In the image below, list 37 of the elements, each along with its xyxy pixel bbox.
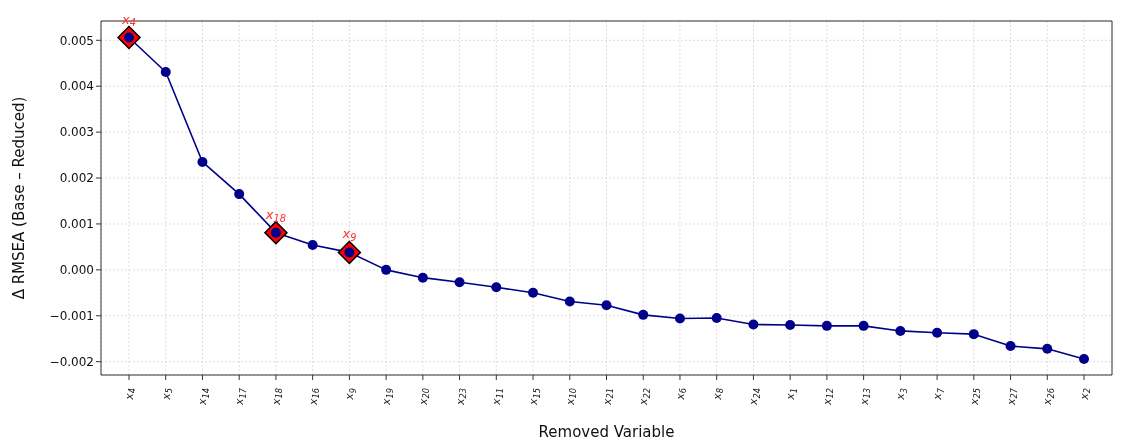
point (160, 66, 171, 77)
point (895, 325, 906, 336)
point (858, 320, 869, 331)
point (197, 156, 208, 167)
point (674, 313, 685, 324)
y-tick-label: 0.004 (59, 79, 94, 94)
point (711, 313, 722, 324)
point (785, 319, 796, 330)
y-tick-label: −0.002 (49, 354, 94, 369)
point (234, 189, 245, 200)
point (454, 277, 465, 288)
point (307, 240, 318, 251)
point (1005, 341, 1016, 352)
point (491, 282, 502, 293)
annotation: x$_{9}$ (341, 226, 357, 244)
y-tick-label: 0.001 (59, 217, 94, 232)
point (968, 329, 979, 340)
y-tick-label: 0.000 (59, 263, 94, 278)
point (528, 287, 539, 298)
point (381, 264, 392, 275)
point (748, 319, 759, 330)
point (1079, 353, 1089, 364)
point (638, 309, 649, 320)
y-tick-label: 0.005 (59, 33, 94, 48)
y-tick-label: 0.003 (59, 125, 94, 140)
point (932, 327, 943, 338)
point (821, 320, 832, 331)
annotation: x$_{4}$ (121, 11, 136, 29)
point (417, 272, 428, 283)
point (601, 300, 612, 311)
annotation: x$_{18}$ (264, 206, 286, 224)
point (1042, 343, 1053, 354)
y-axis-title: Δ RMSEA (Base – Reduced) (10, 96, 28, 300)
x-axis-title: Removed Variable (538, 423, 675, 439)
y-tick-label: 0.002 (59, 171, 94, 186)
point (564, 296, 575, 307)
y-tick-label: −0.001 (49, 309, 94, 324)
